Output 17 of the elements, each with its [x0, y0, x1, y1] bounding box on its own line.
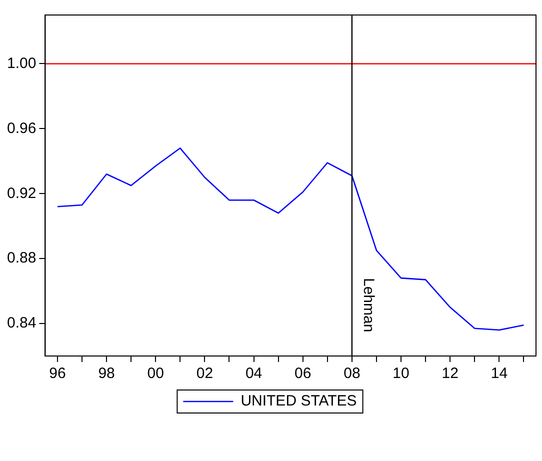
x-tick-label: 98 — [98, 365, 115, 382]
x-tick-label: 10 — [392, 365, 410, 382]
x-tick-label: 00 — [147, 365, 164, 382]
y-tick-label: 0.96 — [6, 120, 36, 137]
y-tick-label: 0.92 — [6, 184, 36, 202]
x-tick-label: 14 — [490, 365, 508, 382]
x-tick-label: 04 — [245, 365, 262, 382]
y-tick-label: 0.84 — [6, 314, 36, 332]
legend-label: UNITED STATES — [240, 392, 357, 410]
x-tick-label: 06 — [294, 365, 312, 382]
x-tick-label: 12 — [442, 365, 458, 382]
y-tick-label: 1.00 — [6, 54, 36, 72]
y-tick-label: 0.88 — [6, 250, 36, 267]
x-tick-label: 96 — [49, 365, 66, 382]
x-tick-label: 08 — [344, 365, 360, 382]
ref-line-label: Lehman — [360, 278, 377, 332]
x-tick-label: 02 — [196, 365, 214, 382]
